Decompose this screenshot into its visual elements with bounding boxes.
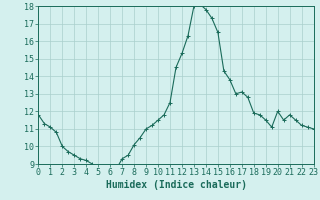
X-axis label: Humidex (Indice chaleur): Humidex (Indice chaleur): [106, 180, 246, 190]
